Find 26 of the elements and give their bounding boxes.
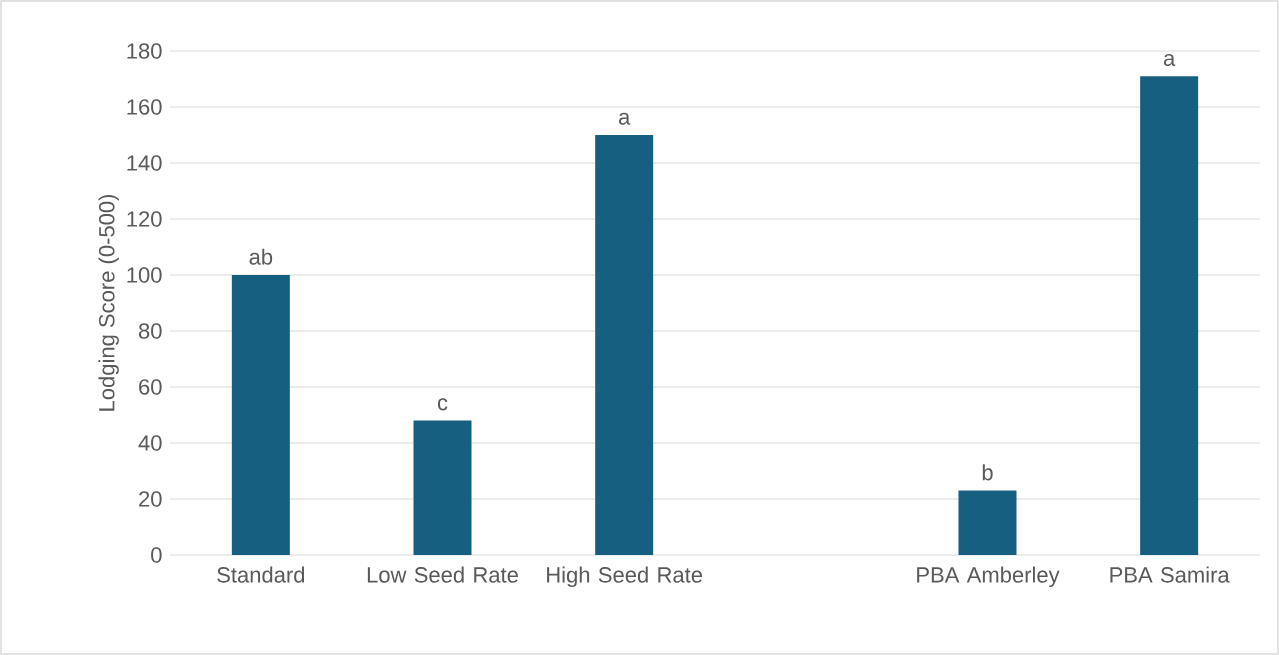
y-tick-label: 20	[139, 491, 162, 507]
bar	[595, 134, 654, 555]
x-tick-label: PBA Samira	[1110, 566, 1230, 583]
y-tick-label: 100	[127, 267, 162, 283]
annotation: ab	[249, 248, 273, 265]
annotation: b	[982, 464, 993, 481]
annotation: a	[618, 112, 631, 125]
annotation: a	[1163, 53, 1176, 66]
bar	[1140, 76, 1199, 555]
bar	[413, 420, 472, 555]
y-tick-label: 160	[127, 99, 162, 115]
bar	[231, 274, 290, 555]
y-axis-title: Lodging Score (0-500)	[98, 194, 119, 411]
y-tick-label: 120	[127, 211, 162, 227]
y-tick-label: 40	[138, 435, 162, 451]
y-tick-label: 140	[127, 155, 162, 171]
annotation: c	[437, 398, 448, 411]
x-tick-label: PBA Amberley	[917, 566, 1060, 588]
y-tick-label: 0	[151, 547, 162, 563]
x-tick-label: Standard	[217, 566, 305, 583]
x-tick-label: Low Seed Rate	[367, 566, 518, 583]
y-tick-label: 60	[139, 379, 162, 395]
bar	[958, 490, 1017, 555]
y-tick-label: 180	[127, 43, 162, 59]
x-tick-label: High Seed Rate	[547, 566, 703, 588]
y-tick-label: 80	[138, 323, 162, 339]
